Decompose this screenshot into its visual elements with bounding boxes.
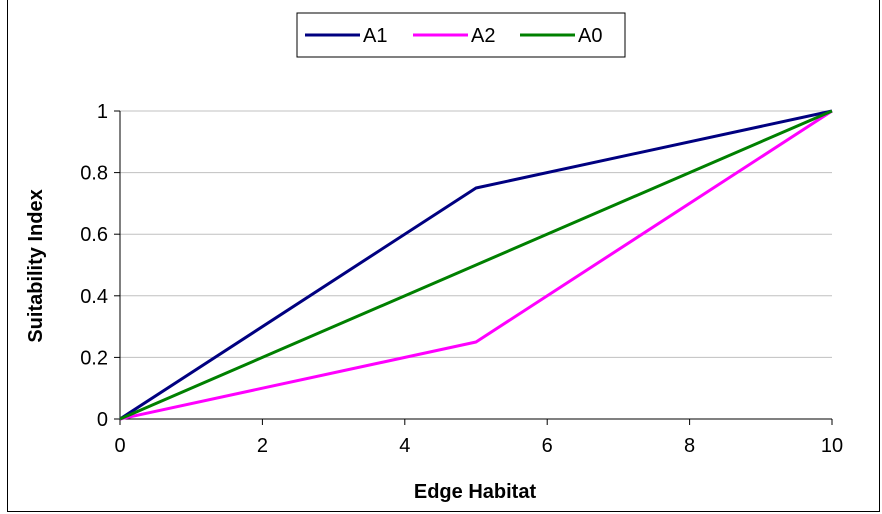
chart-frame [7,0,880,512]
y-tick-label: 0 [97,409,108,431]
y-tick-label: 1 [97,101,108,123]
x-tick-label: 10 [821,435,843,457]
series-lines [119,109,833,421]
axes [114,110,833,425]
gridlines [120,110,832,358]
x-axis-title: Edge Habitat [414,481,537,503]
legend-label-a2: A2 [471,25,495,47]
series-line-a0 [119,109,833,421]
series-line-a2 [119,109,833,421]
y-tick-label: 0.6 [80,224,108,246]
legend-label-a1: A1 [363,25,387,47]
y-tick-label: 0.2 [80,347,108,369]
x-tick-label: 0 [114,435,125,457]
x-tick-label: 4 [399,435,410,457]
y-tick-label: 0.8 [80,163,108,185]
tick-labels: 00.20.40.60.810 2 4 6 8 10 [80,101,843,457]
y-tick-label: 0.4 [80,286,108,308]
y-axis-title: Suitability Index [25,189,47,342]
legend-label-a0: A0 [578,25,602,47]
series-line-a1 [119,109,833,421]
legend: A1 A2 A0 [296,12,626,58]
x-tick-label: 6 [542,435,553,457]
x-tick-label: 2 [257,435,268,457]
x-tick-label: 8 [684,435,695,457]
